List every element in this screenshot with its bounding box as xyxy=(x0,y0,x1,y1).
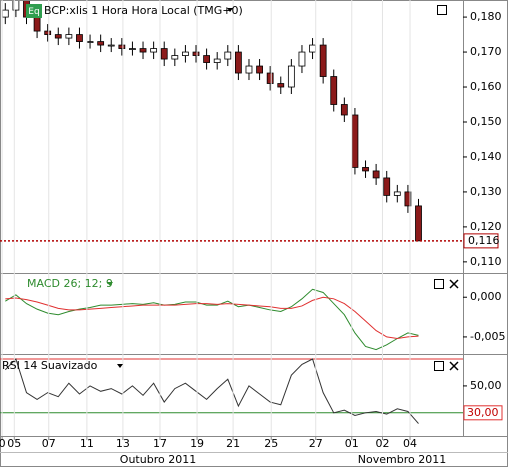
y-tick-label: 0,170 xyxy=(470,45,502,58)
candle-body xyxy=(150,48,158,53)
badge xyxy=(26,4,42,18)
candle-body xyxy=(234,51,242,74)
candle-body xyxy=(86,41,94,43)
candle-body xyxy=(351,114,359,168)
candle-body xyxy=(118,44,126,49)
rsi-panel xyxy=(0,358,463,424)
x-tick-label: 21 xyxy=(226,437,240,450)
month-label: Novembro 2011 xyxy=(358,453,446,466)
x-tick-label: 25 xyxy=(264,437,278,450)
badge-text: Eq xyxy=(28,7,39,17)
y-tick-label: 0,140 xyxy=(470,150,502,163)
y-tick-label: 50,00 xyxy=(470,379,502,392)
dropdown-arrow[interactable] xyxy=(107,282,113,286)
x-tick-label: 19 xyxy=(190,437,204,450)
x-tick-label: 01 xyxy=(345,437,359,450)
candle-body xyxy=(245,65,253,74)
candle-body xyxy=(97,41,105,46)
candle-body xyxy=(309,44,316,53)
candle-body xyxy=(287,65,295,88)
candle-body xyxy=(12,1,20,11)
candle-body xyxy=(266,72,274,84)
last-price-label: 0,116 xyxy=(468,234,500,247)
candle-body xyxy=(129,48,136,50)
dropdown-arrow[interactable] xyxy=(117,364,123,368)
macd-title[interactable]: MACD 26; 12; 9 xyxy=(27,277,113,290)
candle-body xyxy=(139,48,147,53)
plot: 0 05 07 11 13 17 19 21 25 27 01 02 04 0,180 0,170 0,160… xyxy=(0,0,505,450)
candle-body xyxy=(415,205,422,242)
x-tick-label: 0 xyxy=(0,437,6,450)
candle-body xyxy=(224,51,232,60)
price-panel xyxy=(1,1,422,242)
y-tick-label: 0,180 xyxy=(470,10,502,23)
dropdown-arrow[interactable] xyxy=(227,8,233,12)
macd-panel xyxy=(5,288,419,351)
candle-body xyxy=(54,34,62,39)
candle-body xyxy=(160,48,168,60)
maximize-button[interactable] xyxy=(434,361,444,371)
candle-body xyxy=(404,191,412,207)
candle-body xyxy=(192,51,200,56)
x-tick-label: 07 xyxy=(42,437,56,450)
last-price-box xyxy=(463,233,499,249)
candle-body xyxy=(330,76,338,105)
candle-body xyxy=(65,34,73,39)
close-button[interactable] xyxy=(449,279,459,289)
candle-body xyxy=(340,104,348,116)
level-box xyxy=(463,405,503,421)
y-tick-label: 0,160 xyxy=(470,80,502,93)
close-button[interactable] xyxy=(449,361,459,371)
x-tick-label: 13 xyxy=(116,437,130,450)
x-tick-label: 27 xyxy=(309,437,323,450)
candle-body xyxy=(372,170,380,179)
candle-body xyxy=(362,167,369,172)
candle-body xyxy=(319,44,327,77)
x-tick-label: 05 xyxy=(7,437,21,450)
maximize-button[interactable] xyxy=(437,5,447,15)
candle-body xyxy=(44,30,52,35)
x-tick-label: 17 xyxy=(153,437,167,450)
month-label: Outubro 2011 xyxy=(120,453,196,466)
candle-body xyxy=(277,83,285,88)
chart-title[interactable]: BCP:xlis 1 Hora Hora Local (TMG+0) xyxy=(44,4,243,17)
y-tick-label: -0,005 xyxy=(470,330,505,343)
x-tick-label: 04 xyxy=(403,437,417,450)
rsi-title[interactable]: RSI 14 Suavizado xyxy=(2,359,98,372)
candle-body xyxy=(76,34,83,42)
x-tick-label: 11 xyxy=(80,437,94,450)
candle-body xyxy=(182,51,189,56)
candle-body xyxy=(203,55,211,63)
macd-line xyxy=(5,296,419,340)
candle-body xyxy=(393,191,401,196)
level-label: 30,00 xyxy=(467,406,499,419)
candle-body xyxy=(213,58,221,63)
maximize-button[interactable] xyxy=(434,279,444,289)
candle-body xyxy=(1,9,9,18)
y-tick-label: 0,130 xyxy=(470,185,502,198)
candle-body xyxy=(33,16,41,32)
y-tick-label: 0,150 xyxy=(470,115,502,128)
candle-body xyxy=(171,55,179,60)
candle-body xyxy=(383,177,391,196)
rsi-line xyxy=(4,358,419,424)
x-tick-label: 02 xyxy=(375,437,389,450)
y-tick-label: 0,000 xyxy=(470,290,502,303)
y-tick-label: 0,120 xyxy=(470,220,502,233)
candle-body xyxy=(298,51,306,67)
candle-body xyxy=(256,65,263,74)
y-tick-label: 0,110 xyxy=(470,255,502,268)
candle-body xyxy=(107,44,115,47)
